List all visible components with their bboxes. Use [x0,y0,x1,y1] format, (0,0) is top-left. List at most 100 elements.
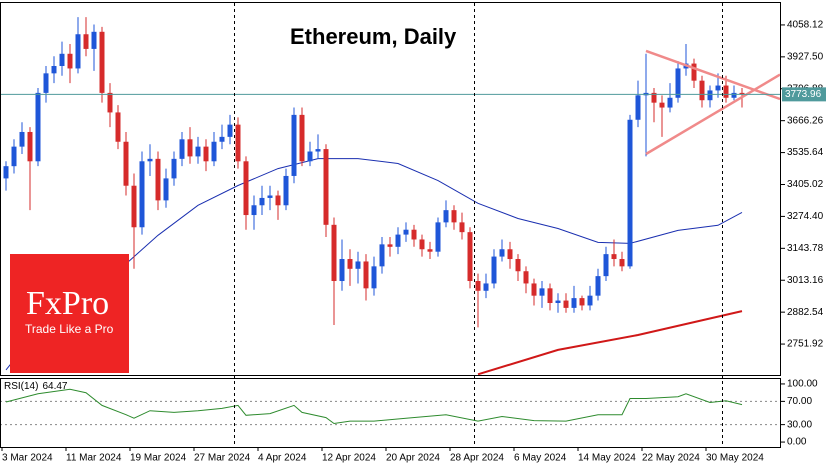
candle-body [187,139,193,157]
candle-body [83,34,89,49]
candle-body [35,92,41,162]
candle-body [499,249,505,257]
candle-body [267,195,273,198]
y-tick-label: 3666.26 [787,115,824,126]
candle-body [131,185,137,228]
x-tick-label: 6 May 2024 [514,453,567,464]
candle-body [611,254,617,260]
rsi-y-tick-label: 0.00 [787,437,807,448]
price-panel-frame [0,2,781,376]
candle-body [403,229,409,235]
candle-body [707,90,713,101]
x-tick-label: 27 Mar 2024 [194,453,251,464]
candle-body [299,114,305,162]
candle-body [443,210,449,223]
candle-body [355,261,361,269]
current-price-box [782,87,826,102]
candle-body [323,149,329,225]
candle-body [211,141,217,162]
candle-body [107,92,113,113]
current-price-label: 3773.96 [785,89,822,100]
candle-body [739,92,745,95]
candle-body [451,210,457,223]
candle-body [275,195,281,206]
candle-body [379,244,385,267]
candle-body [395,234,401,247]
candle-body [555,300,561,303]
candle-body [523,271,529,284]
logo-tagline: Trade Like a Pro [25,322,114,336]
candle-body [715,85,721,91]
rsi-line [5,388,743,425]
rsi-y-tick-label: 70.00 [787,396,812,407]
candle-body [147,158,153,162]
candle-body [235,124,241,162]
x-tick-label: 20 Apr 2024 [386,453,440,464]
candle-body [315,149,321,152]
candle-body [227,124,233,137]
candle-body [251,205,257,216]
candle-body [427,249,433,252]
rsi-panel-frame [0,378,781,448]
candle-body [507,249,513,260]
y-tick-label: 2882.54 [787,307,824,318]
candle-body [651,92,657,103]
candle-body [635,95,641,120]
candle-body [307,151,313,162]
candle-body [539,288,545,296]
y-tick-label: 3405.02 [787,179,824,190]
candle-body [339,259,345,282]
candle-body [435,222,441,252]
candle-body [675,68,681,98]
candle-body [203,146,209,162]
candle-body [331,224,337,282]
rsi-name: RSI(14) [4,381,38,392]
candle-body [3,166,9,179]
candle-body [595,276,601,296]
y-tick-label: 3927.50 [787,51,824,62]
candle-body [723,85,729,98]
candle-body [531,283,537,296]
chart-title: Ethereum, Daily [290,24,457,49]
candle-body [691,63,697,81]
y-tick-label: 4058.12 [787,20,824,31]
y-tick-label: 3274.40 [787,211,824,222]
trendline [645,73,781,156]
candle-body [699,80,705,101]
candle-body [219,136,225,142]
candle-body [475,281,481,291]
x-tick-label: 3 Mar 2024 [2,453,53,464]
trendline [645,49,781,101]
candle-body [411,229,417,240]
candle-body [667,97,673,108]
x-tick-label: 14 May 2024 [578,453,636,464]
candle-body [75,34,81,69]
candle-body [467,232,473,282]
candle-body [363,261,369,289]
candle-body [387,244,393,247]
candle-body [579,298,585,306]
candle-body [179,139,185,159]
logo-name: FxPro [26,285,109,322]
x-tick-label: 30 May 2024 [706,453,764,464]
candle-body [459,222,465,233]
candle-body [59,53,65,67]
x-tick-label: 12 Apr 2024 [322,453,376,464]
candle-body [571,298,577,308]
candle-body [123,141,129,186]
candle-body [139,161,145,228]
period-separators [234,3,723,447]
candle-body [515,259,521,272]
candle-body [419,239,425,250]
x-tick-label: 19 Mar 2024 [130,453,187,464]
candle-body [259,197,265,206]
candle-body [731,92,737,98]
candle-body [19,131,25,147]
candle-body [163,178,169,201]
candle-body [491,256,497,284]
y-tick-label: 3143.78 [787,243,824,254]
rsi-last-value: 64.47 [42,381,67,392]
candle-body [627,119,633,267]
